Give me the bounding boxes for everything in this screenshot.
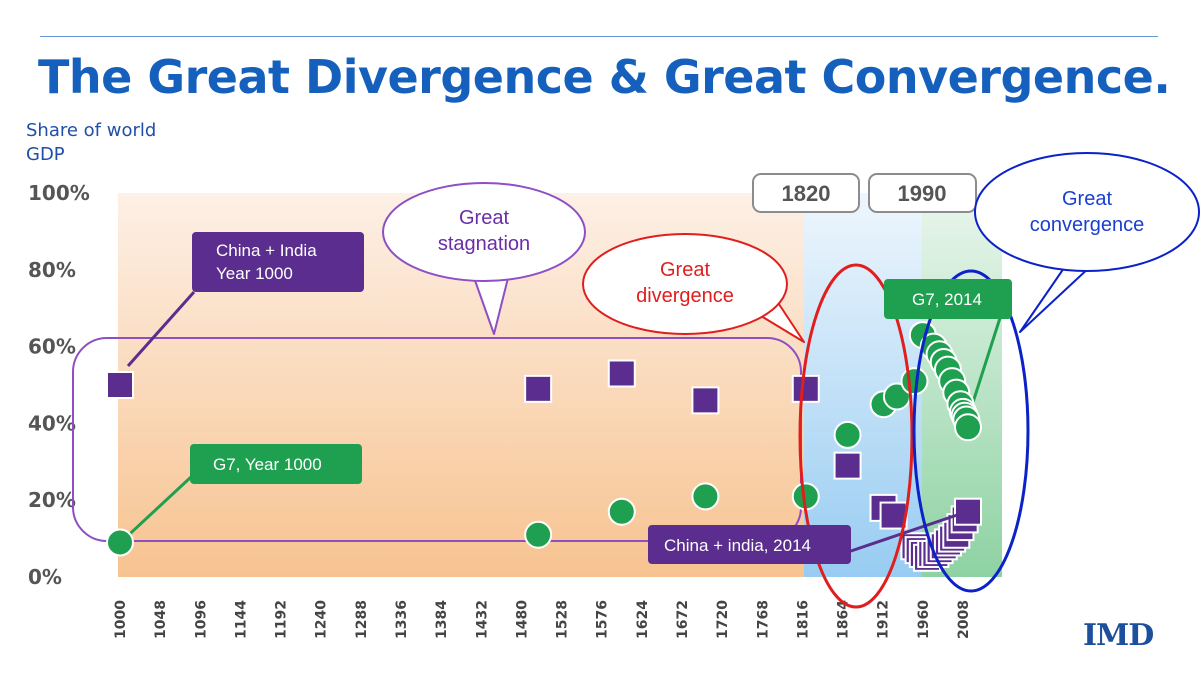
x-tick-label: 1768: [755, 600, 771, 639]
china-india-point: [691, 386, 720, 415]
y-tick-label: 0%: [28, 565, 62, 589]
y-tick-label: 40%: [28, 411, 76, 435]
g7-point: [954, 413, 982, 442]
g7-point: [106, 528, 134, 557]
svg-text:Great: Great: [459, 207, 509, 229]
x-tick-label: 1192: [274, 600, 290, 639]
y-tick-label: 80%: [28, 258, 76, 282]
x-tick-label: 1096: [193, 600, 209, 639]
x-tick-label: 1240: [314, 600, 330, 639]
g7-point: [524, 520, 553, 549]
svg-text:stagnation: stagnation: [438, 233, 530, 255]
china-india-point: [954, 497, 982, 526]
bubble-great-divergence: Great divergence: [582, 233, 805, 343]
convergence-ellipse: [912, 269, 1030, 593]
x-tick-label: 1912: [876, 600, 892, 639]
bubble-great-convergence: Great convergence: [974, 152, 1200, 333]
china-india-point: [607, 359, 636, 388]
x-tick-label: 1048: [153, 600, 169, 639]
svg-text:G7, Year 1000: G7, Year 1000: [213, 455, 322, 474]
y-tick-label: 60%: [28, 335, 76, 359]
y-axis-label: Share of world GDP: [26, 120, 157, 165]
callout-g7-2014: G7, 2014: [884, 279, 1012, 319]
svg-text:G7, 2014: G7, 2014: [912, 290, 982, 309]
x-tick-label: 2008: [956, 600, 972, 639]
svg-text:1990: 1990: [898, 181, 947, 206]
x-tick-label: 1288: [354, 600, 370, 639]
x-tick-label: 1000: [113, 600, 129, 639]
svg-text:China + india, 2014: China + india, 2014: [664, 536, 811, 555]
svg-text:1820: 1820: [782, 181, 831, 206]
x-tick-label: 1720: [715, 600, 731, 639]
china-india-point: [791, 374, 820, 403]
g7-point: [691, 482, 720, 511]
x-tick-label: 1480: [514, 600, 530, 639]
svg-text:Great: Great: [1062, 188, 1112, 210]
china-india-point: [106, 371, 134, 399]
x-tick-label: 1576: [595, 600, 611, 639]
data-marks: [106, 321, 982, 572]
callout-g7-1000: G7, Year 1000: [190, 444, 362, 484]
bubble-great-stagnation: Great stagnation: [382, 182, 586, 335]
y-tick-label: 100%: [28, 181, 90, 205]
divergence-ellipse: [798, 263, 914, 609]
svg-text:China + India: China + India: [216, 241, 317, 260]
svg-text:convergence: convergence: [1030, 214, 1145, 236]
x-tick-label: 1816: [795, 600, 811, 639]
imd-logo: IMD: [1083, 618, 1154, 653]
x-tick-label: 1528: [555, 600, 571, 639]
x-tick-label: 1864: [836, 600, 852, 639]
year-1990-label: 1990: [868, 173, 977, 213]
svg-text:divergence: divergence: [636, 285, 734, 307]
svg-text:Great: Great: [660, 259, 710, 281]
page-title: The Great Divergence & Great Convergence…: [38, 50, 1171, 104]
top-rule: [40, 36, 1158, 37]
x-tick-label: 1384: [434, 600, 450, 639]
china-india-point: [524, 374, 553, 403]
china-india-point: [833, 451, 862, 480]
year-1820-label: 1820: [752, 173, 860, 213]
axis-ticks: 0% 20% 40% 60% 80% 100% 1000 1048 1096 1144 1192 12…: [28, 181, 972, 639]
callout-china-india-2014: China + india, 2014: [648, 525, 851, 564]
y-tick-label: 20%: [28, 488, 76, 512]
x-tick-label: 1672: [675, 600, 691, 639]
svg-text:Year 1000: Year 1000: [216, 264, 293, 283]
x-tick-label: 1336: [394, 600, 410, 639]
x-tick-label: 1432: [474, 600, 490, 639]
g7-point: [833, 420, 862, 449]
x-tick-label: 1144: [233, 600, 249, 639]
callout-china-india-1000: China + India Year 1000: [192, 232, 364, 292]
g7-point: [607, 497, 636, 526]
x-tick-label: 1960: [916, 600, 932, 639]
x-tick-label: 1624: [635, 600, 651, 639]
